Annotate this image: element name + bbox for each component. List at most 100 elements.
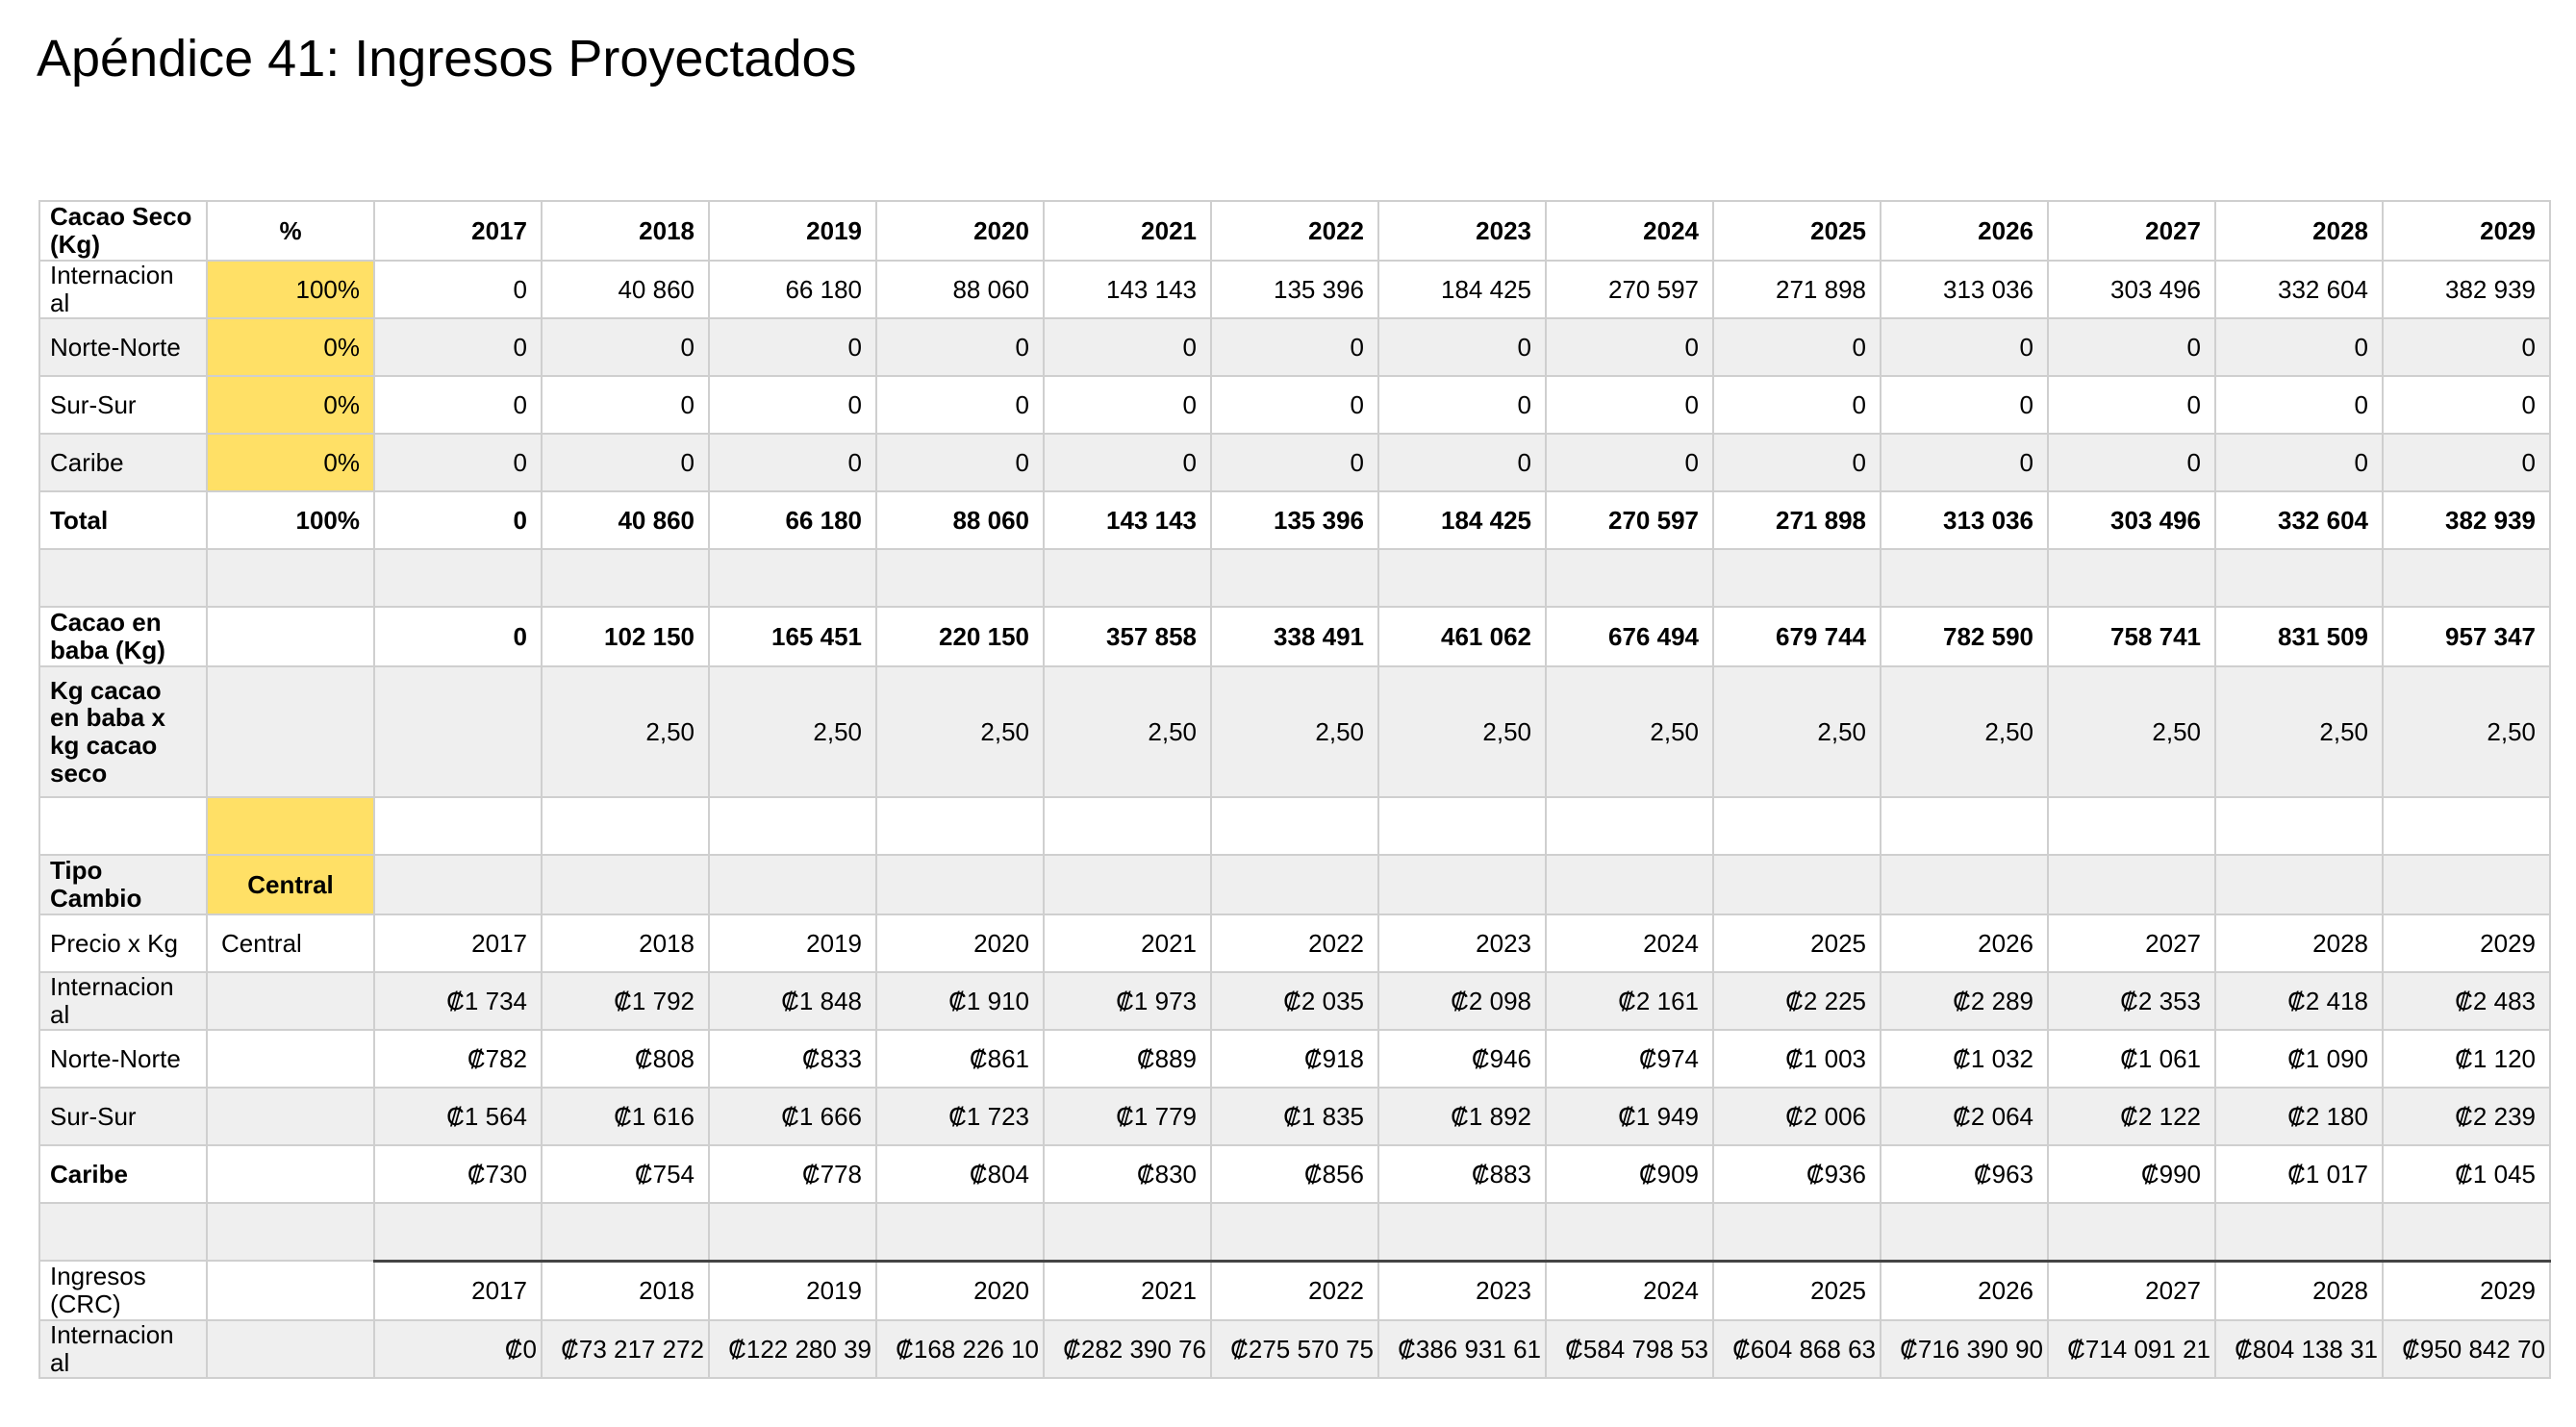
value-cell[interactable]: ₡282 390 76 [1043, 1319, 1212, 1379]
value-cell[interactable]: ₡604 868 63 [1712, 1319, 1881, 1379]
year-header-cell[interactable]: 2024 [1545, 1259, 1714, 1321]
value-cell[interactable] [1210, 796, 1379, 856]
value-cell[interactable]: 303 496 [2047, 260, 2216, 319]
value-cell[interactable]: ₡2 006 [1712, 1087, 1881, 1146]
pct-cell[interactable]: 0% [206, 375, 375, 435]
value-cell[interactable]: 0 [875, 433, 1045, 492]
value-cell[interactable]: 0 [2382, 317, 2551, 377]
pct-cell[interactable] [206, 548, 375, 608]
value-cell[interactable]: 382 939 [2382, 490, 2551, 550]
value-cell[interactable] [1377, 854, 1547, 915]
value-cell[interactable] [708, 548, 877, 608]
value-cell[interactable] [708, 796, 877, 856]
value-cell[interactable]: 0 [1377, 375, 1547, 435]
value-cell[interactable]: 88 060 [875, 490, 1045, 550]
row-label-cell[interactable]: Sur-Sur [38, 375, 208, 435]
year-header-cell[interactable]: 2027 [2047, 1259, 2216, 1321]
value-cell[interactable]: ₡2 353 [2047, 971, 2216, 1031]
value-cell[interactable]: 0 [1712, 317, 1881, 377]
value-cell[interactable] [2214, 548, 2384, 608]
value-cell[interactable]: ₡1 792 [541, 971, 710, 1031]
value-cell[interactable]: ₡730 [373, 1144, 543, 1204]
pct-cell[interactable] [206, 971, 375, 1031]
value-cell[interactable]: 0 [2047, 317, 2216, 377]
value-cell[interactable]: ₡1 003 [1712, 1029, 1881, 1089]
value-cell[interactable]: ₡808 [541, 1029, 710, 1089]
year-header-cell[interactable]: 2028 [2214, 914, 2384, 973]
value-cell[interactable] [1043, 1202, 1212, 1262]
value-cell[interactable]: ₡754 [541, 1144, 710, 1204]
row-label-cell[interactable]: Kg cacao en baba x kg cacao seco [38, 665, 208, 798]
row-label-cell[interactable]: Caribe [38, 433, 208, 492]
value-cell[interactable]: 0 [1712, 375, 1881, 435]
value-cell[interactable]: 0 [373, 606, 543, 667]
value-cell[interactable]: ₡275 570 75 [1210, 1319, 1379, 1379]
year-header-cell[interactable]: 2027 [2047, 200, 2216, 262]
value-cell[interactable]: 0 [708, 433, 877, 492]
value-cell[interactable]: 2,50 [1043, 665, 1212, 798]
exchange-type-cell[interactable]: Central [206, 854, 375, 915]
value-cell[interactable] [1880, 1202, 2049, 1262]
value-cell[interactable]: 2,50 [541, 665, 710, 798]
row-label-cell[interactable]: Norte-Norte [38, 1029, 208, 1089]
value-cell[interactable]: 0 [541, 317, 710, 377]
value-cell[interactable]: 135 396 [1210, 490, 1379, 550]
value-cell[interactable]: ₡2 180 [2214, 1087, 2384, 1146]
value-cell[interactable]: 0 [1545, 433, 1714, 492]
value-cell[interactable]: 0 [541, 433, 710, 492]
value-cell[interactable]: 270 597 [1545, 490, 1714, 550]
value-cell[interactable]: ₡990 [2047, 1144, 2216, 1204]
value-cell[interactable]: 0 [1712, 433, 1881, 492]
year-header-cell[interactable]: 2019 [708, 914, 877, 973]
value-cell[interactable]: 165 451 [708, 606, 877, 667]
value-cell[interactable]: 0 [2214, 433, 2384, 492]
value-cell[interactable]: 2,50 [1712, 665, 1881, 798]
value-cell[interactable]: ₡1 973 [1043, 971, 1212, 1031]
value-cell[interactable]: 0 [1545, 375, 1714, 435]
value-cell[interactable]: 679 744 [1712, 606, 1881, 667]
row-label-cell[interactable]: Total [38, 490, 208, 550]
value-cell[interactable]: 270 597 [1545, 260, 1714, 319]
year-header-cell[interactable]: 2023 [1377, 1259, 1547, 1321]
row-label-cell[interactable]: Tipo Cambio [38, 854, 208, 915]
value-cell[interactable] [1210, 854, 1379, 915]
value-cell[interactable]: ₡1 090 [2214, 1029, 2384, 1089]
pct-cell[interactable] [206, 1202, 375, 1262]
value-cell[interactable]: ₡2 161 [1545, 971, 1714, 1031]
value-cell[interactable] [2047, 854, 2216, 915]
value-cell[interactable]: 0 [373, 375, 543, 435]
value-cell[interactable]: ₡918 [1210, 1029, 1379, 1089]
label-cell[interactable] [38, 1202, 208, 1262]
value-cell[interactable] [2214, 1202, 2384, 1262]
year-header-cell[interactable]: 2024 [1545, 200, 1714, 262]
year-header-cell[interactable]: 2018 [541, 200, 710, 262]
value-cell[interactable]: ₡2 098 [1377, 971, 1547, 1031]
value-cell[interactable]: 0 [1210, 375, 1379, 435]
year-header-cell[interactable]: 2020 [875, 914, 1045, 973]
value-cell[interactable] [1377, 796, 1547, 856]
value-cell[interactable]: 0 [1880, 317, 2049, 377]
value-cell[interactable]: 303 496 [2047, 490, 2216, 550]
value-cell[interactable]: ₡974 [1545, 1029, 1714, 1089]
value-cell[interactable]: 2,50 [2382, 665, 2551, 798]
value-cell[interactable]: ₡714 091 21 [2047, 1319, 2216, 1379]
value-cell[interactable]: ₡909 [1545, 1144, 1714, 1204]
value-cell[interactable]: ₡1 848 [708, 971, 877, 1031]
pct-cell[interactable]: 0% [206, 317, 375, 377]
value-cell[interactable]: 143 143 [1043, 260, 1212, 319]
value-cell[interactable]: 40 860 [541, 260, 710, 319]
year-header-cell[interactable]: 2028 [2214, 200, 2384, 262]
year-header-cell[interactable]: 2027 [2047, 914, 2216, 973]
value-cell[interactable]: 332 604 [2214, 260, 2384, 319]
value-cell[interactable] [875, 1202, 1045, 1262]
row-label-cell[interactable]: Sur-Sur [38, 1087, 208, 1146]
value-cell[interactable] [373, 854, 543, 915]
value-cell[interactable]: 0 [373, 490, 543, 550]
year-header-cell[interactable]: 2029 [2382, 914, 2551, 973]
value-cell[interactable] [541, 796, 710, 856]
value-cell[interactable]: 782 590 [1880, 606, 2049, 667]
value-cell[interactable] [1043, 548, 1212, 608]
value-cell[interactable]: ₡2 122 [2047, 1087, 2216, 1146]
value-cell[interactable]: ₡386 931 61 [1377, 1319, 1547, 1379]
value-cell[interactable]: ₡2 225 [1712, 971, 1881, 1031]
